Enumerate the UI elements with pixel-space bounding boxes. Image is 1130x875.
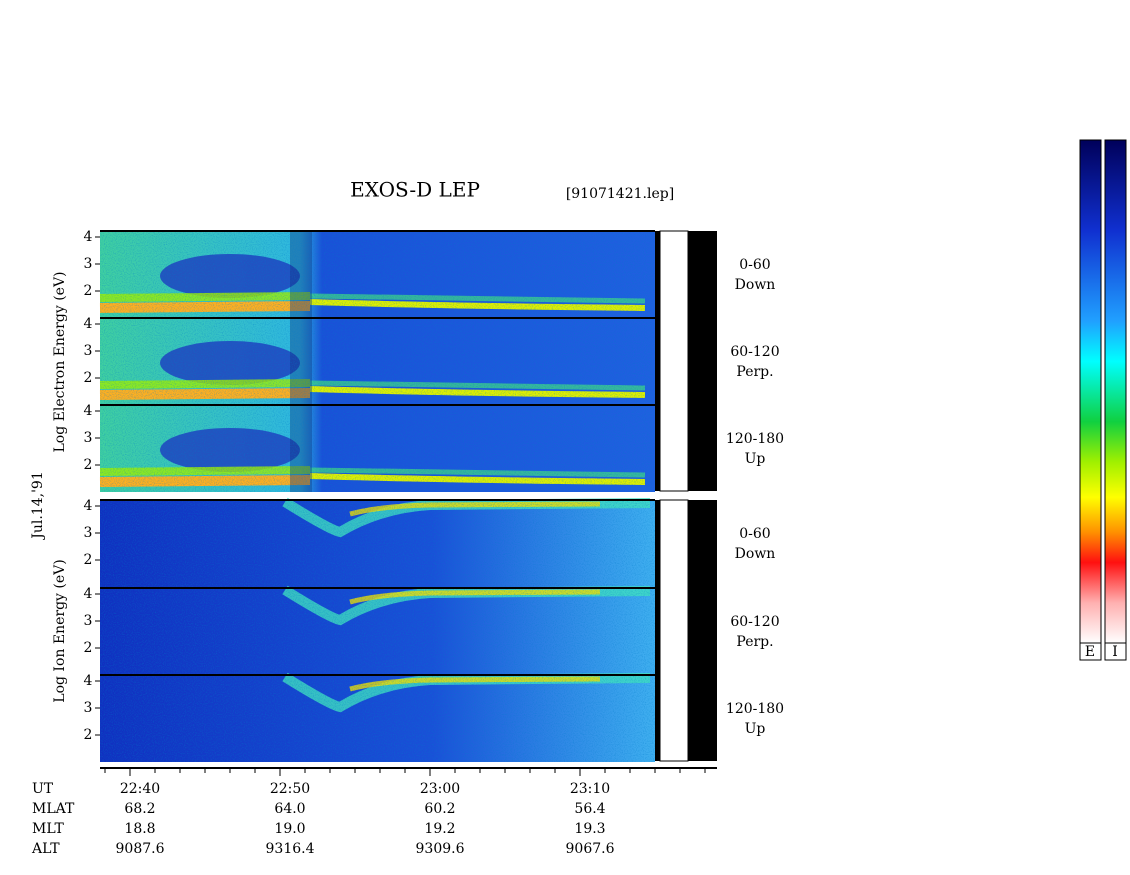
colorbar-box (1104, 642, 1127, 661)
y-tick-label: 3 (84, 256, 93, 272)
colorbar-box (1079, 642, 1102, 661)
channel-label: Down (735, 277, 776, 293)
y-tick-label: 4 (84, 498, 93, 514)
row-value: 23:00 (420, 781, 460, 797)
row-value: 19.3 (574, 821, 605, 837)
row-value: 22:50 (270, 781, 310, 797)
colorbar (1079, 139, 1102, 644)
y-tick-label: 3 (84, 430, 93, 446)
ion-axis-label: Log Ion Energy (eV) (52, 559, 68, 702)
channel-label: 120-180 (726, 431, 784, 447)
y-tick-label: 2 (84, 370, 93, 386)
row-value: 9316.4 (266, 841, 315, 857)
black-strip (688, 500, 717, 761)
row-value: 23:10 (570, 781, 610, 797)
channel-label: Perp. (736, 364, 773, 380)
spectrogram-noise (100, 231, 655, 318)
y-tick-label: 3 (84, 613, 93, 629)
spectrogram-noise (100, 405, 655, 492)
white-strip (659, 499, 689, 762)
row-name: MLT (32, 821, 64, 837)
spectrogram-noise (100, 588, 655, 675)
row-value: 22:40 (120, 781, 160, 797)
y-tick-label: 3 (84, 525, 93, 541)
row-value: 19.0 (274, 821, 305, 837)
channel-label: Up (745, 451, 766, 467)
y-tick-label: 2 (84, 283, 93, 299)
row-name: MLAT (32, 801, 75, 817)
row-value: 19.2 (424, 821, 455, 837)
y-tick-label: 3 (84, 700, 93, 716)
row-name: ALT (31, 841, 60, 857)
electron-axis-label: Log Electron Energy (eV) (52, 271, 68, 452)
row-value: 9087.6 (116, 841, 165, 857)
black-strip (688, 231, 717, 491)
y-tick-label: 2 (84, 640, 93, 656)
channel-label: Down (735, 546, 776, 562)
channel-label: 60-120 (730, 614, 779, 630)
colorbar-label: I (1112, 644, 1118, 660)
y-tick-label: 2 (84, 552, 93, 568)
file-name: [91071421.lep] (566, 186, 674, 202)
y-tick-label: 2 (84, 457, 93, 473)
row-value: 64.0 (274, 801, 305, 817)
y-tick-label: 4 (84, 586, 93, 602)
spectrogram-noise (100, 318, 655, 405)
channel-label: Up (745, 721, 766, 737)
colorbar (1104, 139, 1127, 644)
channel-label: 60-120 (730, 344, 779, 360)
channel-label: 0-60 (739, 257, 770, 273)
y-tick-label: 4 (84, 673, 93, 689)
divider (655, 500, 660, 761)
channel-label: 0-60 (739, 526, 770, 542)
row-value: 60.2 (424, 801, 455, 817)
y-tick-label: 4 (84, 403, 93, 419)
white-strip (659, 230, 689, 492)
row-name: UT (32, 781, 54, 797)
channel-label: Perp. (736, 634, 773, 650)
spectrogram-noise (100, 675, 655, 762)
divider (655, 231, 660, 491)
y-tick-label: 3 (84, 343, 93, 359)
y-tick-label: 4 (84, 316, 93, 332)
date: Jul.14,'91 (30, 471, 46, 540)
y-tick-label: 2 (84, 727, 93, 743)
row-value: 18.8 (124, 821, 155, 837)
row-value: 9067.6 (566, 841, 615, 857)
row-value: 56.4 (574, 801, 605, 817)
channel-label: 120-180 (726, 701, 784, 717)
row-value: 9309.6 (416, 841, 465, 857)
colorbar-label: E (1085, 644, 1095, 660)
row-value: 68.2 (124, 801, 155, 817)
y-tick-label: 4 (84, 229, 93, 245)
title: EXOS-D LEP (350, 178, 480, 202)
spectrogram-noise (100, 500, 655, 587)
